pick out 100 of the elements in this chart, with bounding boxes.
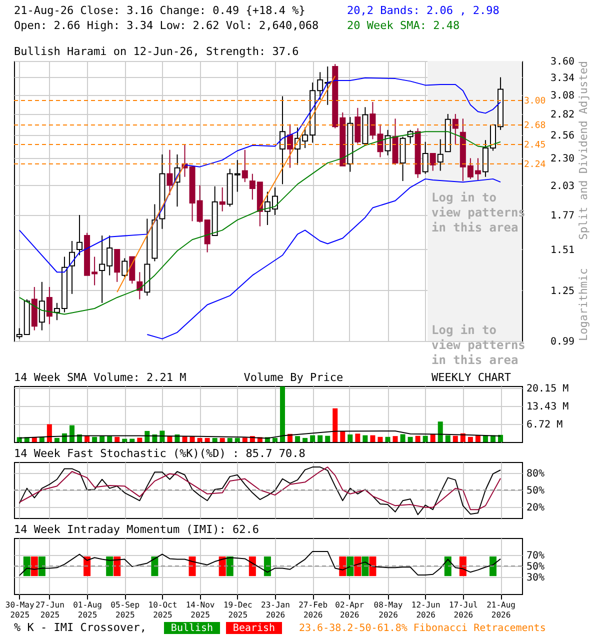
chart-title: 14 Week SMA Volume: 2.21 M	[14, 371, 187, 384]
bar	[114, 436, 120, 442]
chart-title: 14 Week Intraday Momentum (IMI): 62.6	[14, 523, 260, 536]
bar	[242, 438, 248, 442]
text: Bearish	[232, 623, 276, 634]
bar	[54, 438, 60, 442]
bar	[212, 438, 218, 442]
bar	[422, 436, 428, 442]
bar	[438, 422, 443, 442]
candlestick	[437, 138, 444, 172]
bar	[295, 436, 300, 442]
bar	[220, 438, 225, 442]
bar	[302, 438, 308, 442]
bar	[332, 408, 338, 442]
candlestick	[430, 153, 436, 172]
bar	[400, 434, 406, 442]
y-tick-label: 20%	[526, 502, 545, 514]
candlestick	[68, 240, 75, 294]
text: 20,2 Bands: 2.06 , 2.98	[347, 4, 500, 17]
y-tick-label: 2.56	[550, 130, 575, 142]
y-tick-label: 80%	[526, 468, 545, 480]
bar	[370, 435, 376, 442]
bar	[452, 436, 458, 442]
x-tick-label: 27-Feb 2026	[298, 600, 328, 620]
bar	[348, 434, 353, 442]
bar	[122, 438, 128, 442]
chart-subtitle: Open: 2.66 High: 3.34 Low: 2.62 Vol: 2,640,068	[14, 19, 319, 32]
bar	[69, 425, 74, 442]
bar	[227, 438, 232, 442]
y-tick-label: 3.34	[550, 72, 575, 84]
candlestick	[38, 281, 45, 331]
bar	[160, 430, 165, 442]
line-series	[18, 550, 502, 576]
bar	[325, 436, 330, 442]
y-tick-label: 1.25	[550, 286, 575, 297]
y-tick-label: 2.30	[550, 154, 575, 165]
candlestick	[287, 124, 294, 168]
text: Log in to view patterns in this area	[431, 323, 526, 367]
x-tick-label: 19-Dec 2025	[223, 600, 253, 620]
y-tick-label: 2.82	[550, 109, 575, 120]
ref-line-label: 3.00	[524, 96, 546, 107]
candlestick	[452, 113, 458, 145]
y-tick-label: 0.99	[550, 336, 575, 348]
text: % K - IMI Crossover,	[14, 621, 146, 634]
x-tick-label: 08-May 2026	[374, 600, 403, 620]
candlestick	[422, 141, 428, 174]
y-tick-label: 3.08	[550, 90, 575, 102]
text: WEEKLY CHART	[431, 371, 512, 384]
candlestick	[46, 286, 52, 325]
x-tick-label: 12-Jun 2026	[411, 600, 440, 620]
bar	[445, 435, 450, 442]
candlestick	[76, 214, 83, 256]
bar	[355, 434, 360, 442]
bar	[100, 436, 105, 442]
bar	[378, 436, 383, 442]
candlestick	[166, 149, 173, 196]
y-tick-label: 3.60	[550, 56, 575, 68]
text: 23.6-38.2-50-61.8% Fibonacci Retracements	[299, 623, 546, 634]
bar	[408, 436, 413, 442]
bar	[415, 436, 420, 442]
text: Bullish	[170, 623, 214, 634]
bar	[130, 438, 135, 442]
candlestick	[114, 248, 120, 282]
x-tick-label: 01-Aug 2025	[73, 600, 102, 620]
bar	[310, 435, 316, 442]
y-tick-label: 20.15 M	[526, 383, 569, 394]
x-tick-label: 02-Apr 2026	[335, 600, 364, 620]
bar	[190, 436, 195, 442]
y-tick-label: 1.51	[550, 244, 575, 256]
x-tick-label: 30-May 2025	[5, 600, 34, 620]
y-tick-label: 13.43 M	[526, 401, 569, 412]
bar	[272, 438, 278, 442]
bar	[107, 436, 112, 442]
bar	[318, 435, 323, 442]
x-tick-label: 21-Aug 2026	[486, 600, 516, 620]
bar	[468, 436, 473, 442]
ref-line-label: 2.45	[524, 140, 546, 150]
bar	[204, 438, 210, 442]
bar	[46, 424, 52, 442]
x-tick-label: 27-Jun 2025	[35, 600, 65, 620]
bar	[92, 436, 98, 442]
y-tick-label: 1.77	[550, 210, 575, 222]
ref-line-label: 2.24	[524, 160, 546, 170]
y-tick-label: 50%	[526, 562, 545, 572]
bar	[234, 438, 240, 442]
bar	[340, 431, 346, 442]
text: 20 Week SMA: 2.48	[347, 19, 460, 32]
x-tick-label: 23-Jan 2026	[261, 600, 290, 620]
text: Volume By Price	[244, 371, 344, 384]
y-tick-label: 2.03	[550, 180, 575, 192]
y-tick-label: 30%	[526, 572, 545, 584]
ref-line-label: 2.68	[524, 121, 546, 132]
bar	[137, 438, 142, 442]
y-axis-title: Split and Dividend Adjusted	[577, 61, 590, 240]
line-series	[18, 430, 502, 439]
text: Logarithmic	[577, 268, 590, 341]
candlestick	[280, 96, 286, 185]
x-tick-label: 05-Sep 2025	[110, 600, 140, 620]
x-tick-label: 10-Oct 2025	[148, 600, 178, 620]
bar	[182, 436, 188, 442]
